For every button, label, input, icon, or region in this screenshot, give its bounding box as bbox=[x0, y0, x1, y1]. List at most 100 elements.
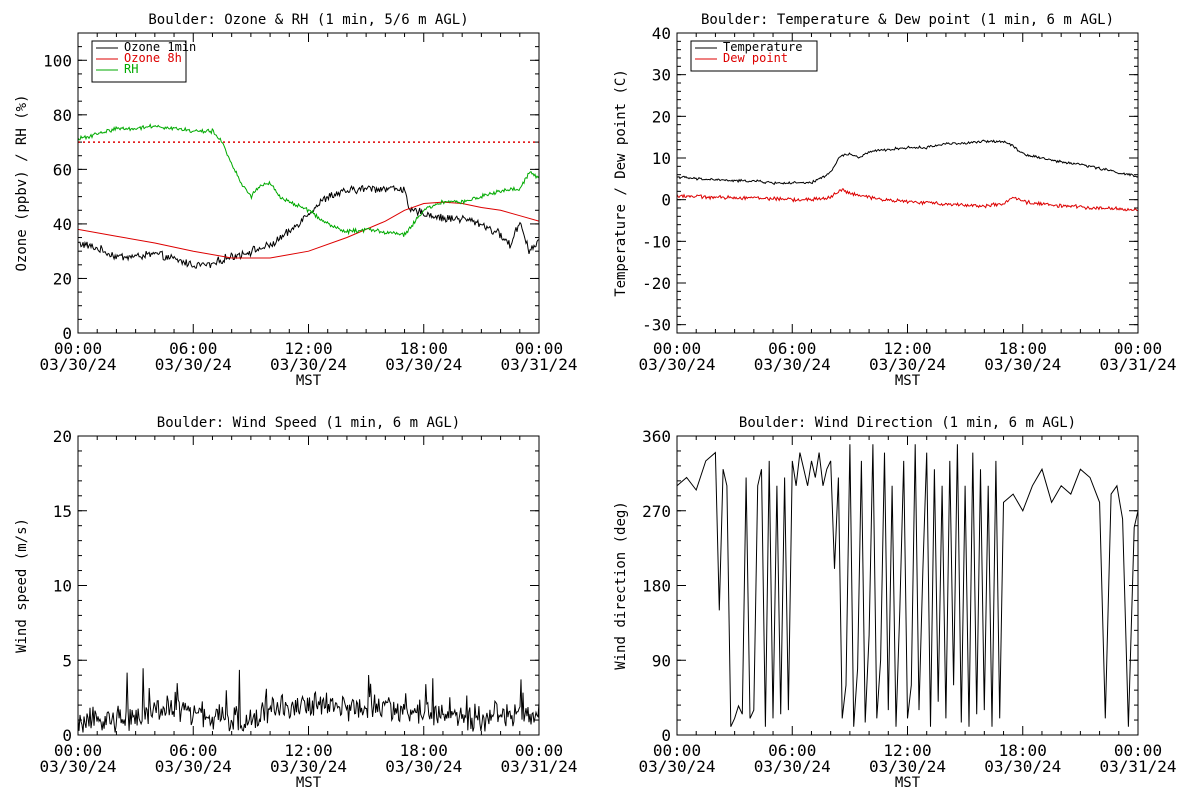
y-tick-label: 10 bbox=[652, 149, 671, 168]
x-tick-label: 03/30/24 bbox=[385, 757, 462, 776]
legend-label: Dew point bbox=[723, 51, 788, 65]
x-tick-label: 03/31/24 bbox=[1099, 757, 1176, 776]
x-tick-label: 03/30/24 bbox=[270, 355, 347, 374]
chart-temp_dew: Boulder: Temperature & Dew point (1 min,… bbox=[613, 12, 1177, 389]
x-tick-label: 06:00 bbox=[768, 741, 816, 760]
x-tick-label: 12:00 bbox=[883, 339, 931, 358]
y-tick-label: 10 bbox=[53, 577, 72, 596]
x-tick-label: 00:00 bbox=[54, 339, 102, 358]
series-line-ozone-8h bbox=[78, 201, 539, 259]
x-tick-label: 03/30/24 bbox=[39, 355, 116, 374]
x-tick-label: 03/30/24 bbox=[155, 757, 232, 776]
x-tick-label: 03/30/24 bbox=[385, 355, 462, 374]
x-tick-label: 03/31/24 bbox=[500, 757, 577, 776]
y-axis-label: Ozone (ppbv) / RH (%) bbox=[14, 94, 30, 271]
x-tick-label: 03/30/24 bbox=[638, 757, 715, 776]
x-tick-label: 06:00 bbox=[768, 339, 816, 358]
x-tick-label: 18:00 bbox=[400, 339, 448, 358]
chart-wind_speed: Boulder: Wind Speed (1 min, 6 m AGL) Wind… bbox=[14, 415, 578, 791]
y-tick-label: 0 bbox=[62, 324, 72, 343]
chart-ozone_rh: Boulder: Ozone & RH (1 min, 5/6 m AGL) Oz… bbox=[14, 12, 578, 389]
y-tick-label: 90 bbox=[652, 651, 671, 670]
x-tick-label: 03/31/24 bbox=[1099, 355, 1176, 374]
x-tick-label: 03/30/24 bbox=[869, 757, 946, 776]
x-tick-label: 18:00 bbox=[400, 741, 448, 760]
series-line-wind_speed bbox=[78, 668, 539, 733]
series-line-rh bbox=[78, 123, 539, 237]
x-tick-label: 12:00 bbox=[284, 339, 332, 358]
y-tick-label: 5 bbox=[62, 651, 72, 670]
y-tick-label: 80 bbox=[53, 106, 72, 125]
series-group bbox=[78, 668, 539, 733]
x-tick-label: 03/30/24 bbox=[984, 355, 1061, 374]
y-axis-label: Temperature / Dew point (C) bbox=[613, 69, 629, 297]
series-group bbox=[677, 139, 1138, 212]
x-tick-label: 00:00 bbox=[54, 741, 102, 760]
x-tick-label: 00:00 bbox=[653, 339, 701, 358]
y-tick-label: 270 bbox=[642, 502, 671, 521]
chart-title: Boulder: Ozone & RH (1 min, 5/6 m AGL) bbox=[148, 12, 468, 28]
x-tick-label: 03/30/24 bbox=[984, 757, 1061, 776]
y-tick-label: -10 bbox=[642, 232, 671, 251]
y-tick-label: -30 bbox=[642, 316, 671, 335]
legend-box bbox=[690, 40, 818, 72]
y-tick-label: 40 bbox=[53, 215, 72, 234]
y-tick-label: 0 bbox=[661, 726, 671, 745]
series-line-wind_dir bbox=[677, 444, 1138, 727]
y-tick-label: 100 bbox=[43, 51, 72, 70]
plot-frame bbox=[77, 32, 540, 334]
chart-title: Boulder: Wind Speed (1 min, 6 m AGL) bbox=[157, 415, 460, 431]
series-group bbox=[78, 123, 539, 269]
series-line-temperature bbox=[677, 139, 1138, 186]
y-tick-label: 20 bbox=[652, 107, 671, 126]
chart-title: Boulder: Wind Direction (1 min, 6 m AGL) bbox=[739, 415, 1076, 431]
legend-label: Ozone 1min bbox=[124, 40, 196, 54]
x-axis-label: MST bbox=[895, 775, 921, 791]
legend-label: Ozone 8h bbox=[124, 51, 182, 65]
x-tick-label: 03/30/24 bbox=[155, 355, 232, 374]
x-tick-label: 18:00 bbox=[999, 741, 1047, 760]
x-tick-label: 06:00 bbox=[169, 339, 217, 358]
x-axis-label: MST bbox=[895, 373, 921, 389]
y-tick-label: 15 bbox=[53, 502, 72, 521]
y-tick-label: 360 bbox=[642, 427, 671, 446]
series-line-ozone-1min bbox=[78, 184, 539, 269]
legend-label: RH bbox=[124, 62, 138, 76]
x-axis-label: MST bbox=[296, 775, 322, 791]
y-tick-label: 40 bbox=[652, 24, 671, 43]
x-tick-label: 03/31/24 bbox=[500, 355, 577, 374]
y-tick-label: 20 bbox=[53, 427, 72, 446]
y-tick-label: 180 bbox=[642, 577, 671, 596]
plot-frame bbox=[676, 435, 1139, 736]
x-tick-label: 03/30/24 bbox=[869, 355, 946, 374]
x-tick-label: 00:00 bbox=[1114, 339, 1162, 358]
y-axis-label: Wind direction (deg) bbox=[613, 501, 629, 670]
y-tick-label: 0 bbox=[62, 726, 72, 745]
x-tick-label: 00:00 bbox=[515, 339, 563, 358]
x-tick-label: 12:00 bbox=[883, 741, 931, 760]
plot-frame bbox=[676, 32, 1139, 334]
y-axis-label: Wind speed (m/s) bbox=[14, 518, 30, 653]
series-line-dew-point bbox=[677, 188, 1138, 212]
chart-wind_dir: Boulder: Wind Direction (1 min, 6 m AGL)… bbox=[613, 415, 1177, 791]
plot-frame bbox=[77, 435, 540, 736]
x-axis-label: MST bbox=[296, 373, 322, 389]
x-tick-label: 18:00 bbox=[999, 339, 1047, 358]
x-tick-label: 03/30/24 bbox=[754, 355, 831, 374]
legend-label: Temperature bbox=[723, 40, 802, 54]
x-tick-label: 03/30/24 bbox=[270, 757, 347, 776]
x-tick-label: 03/30/24 bbox=[638, 355, 715, 374]
series-group bbox=[677, 444, 1138, 727]
x-tick-label: 12:00 bbox=[284, 741, 332, 760]
y-tick-label: 20 bbox=[53, 269, 72, 288]
y-tick-label: 0 bbox=[661, 191, 671, 210]
x-tick-label: 00:00 bbox=[653, 741, 701, 760]
x-tick-label: 03/30/24 bbox=[754, 757, 831, 776]
chart-title: Boulder: Temperature & Dew point (1 min,… bbox=[701, 12, 1114, 28]
x-tick-label: 00:00 bbox=[1114, 741, 1162, 760]
x-tick-label: 03/30/24 bbox=[39, 757, 116, 776]
y-tick-label: 60 bbox=[53, 160, 72, 179]
